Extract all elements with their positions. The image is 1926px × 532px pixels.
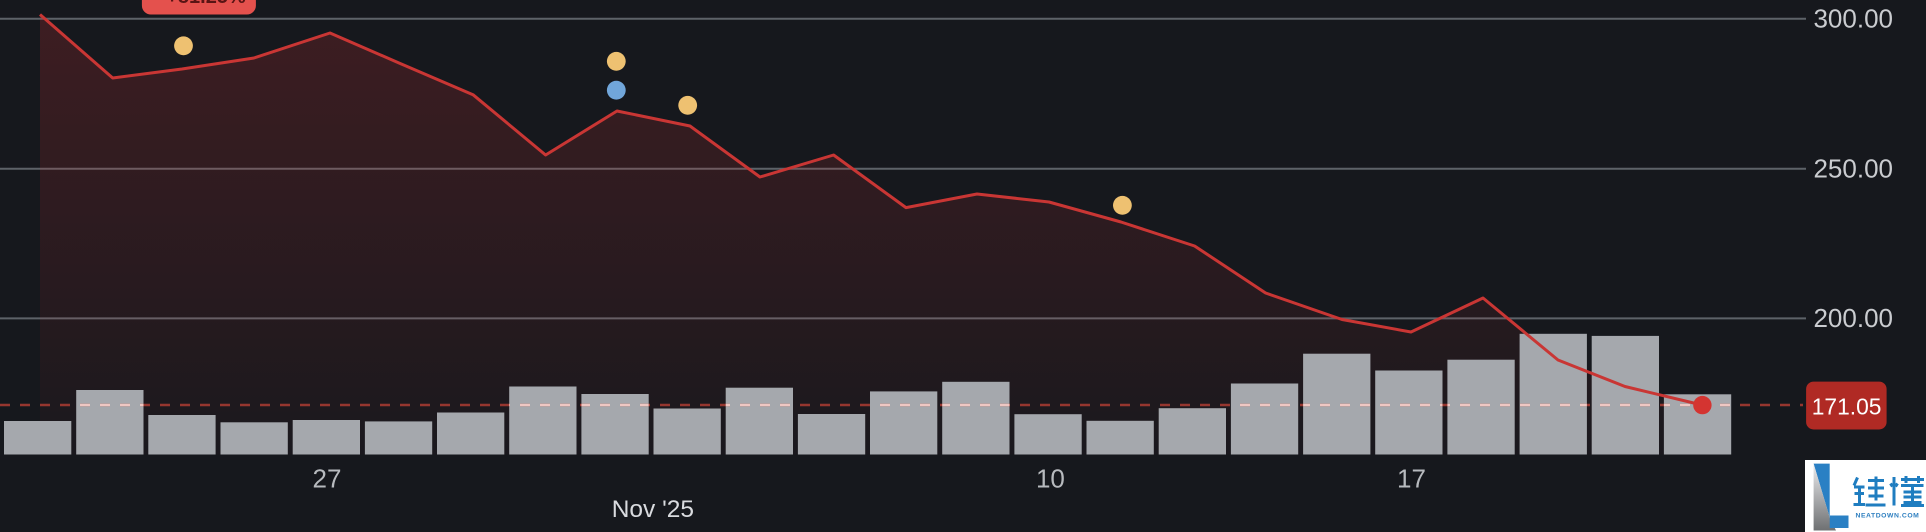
svg-text:250.00: 250.00 [1813,154,1893,184]
svg-text:Nov '25: Nov '25 [612,496,694,523]
svg-text:+81.25%: +81.25% [166,0,246,8]
svg-text:27: 27 [313,463,342,493]
svg-text:171.05: 171.05 [1812,394,1882,420]
svg-text:17: 17 [1397,463,1426,493]
svg-text:10: 10 [1036,463,1065,493]
svg-text:200.00: 200.00 [1813,303,1893,333]
svg-text:300.00: 300.00 [1813,4,1893,34]
svg-text:NEATDOWN.COM: NEATDOWN.COM [1856,513,1920,520]
